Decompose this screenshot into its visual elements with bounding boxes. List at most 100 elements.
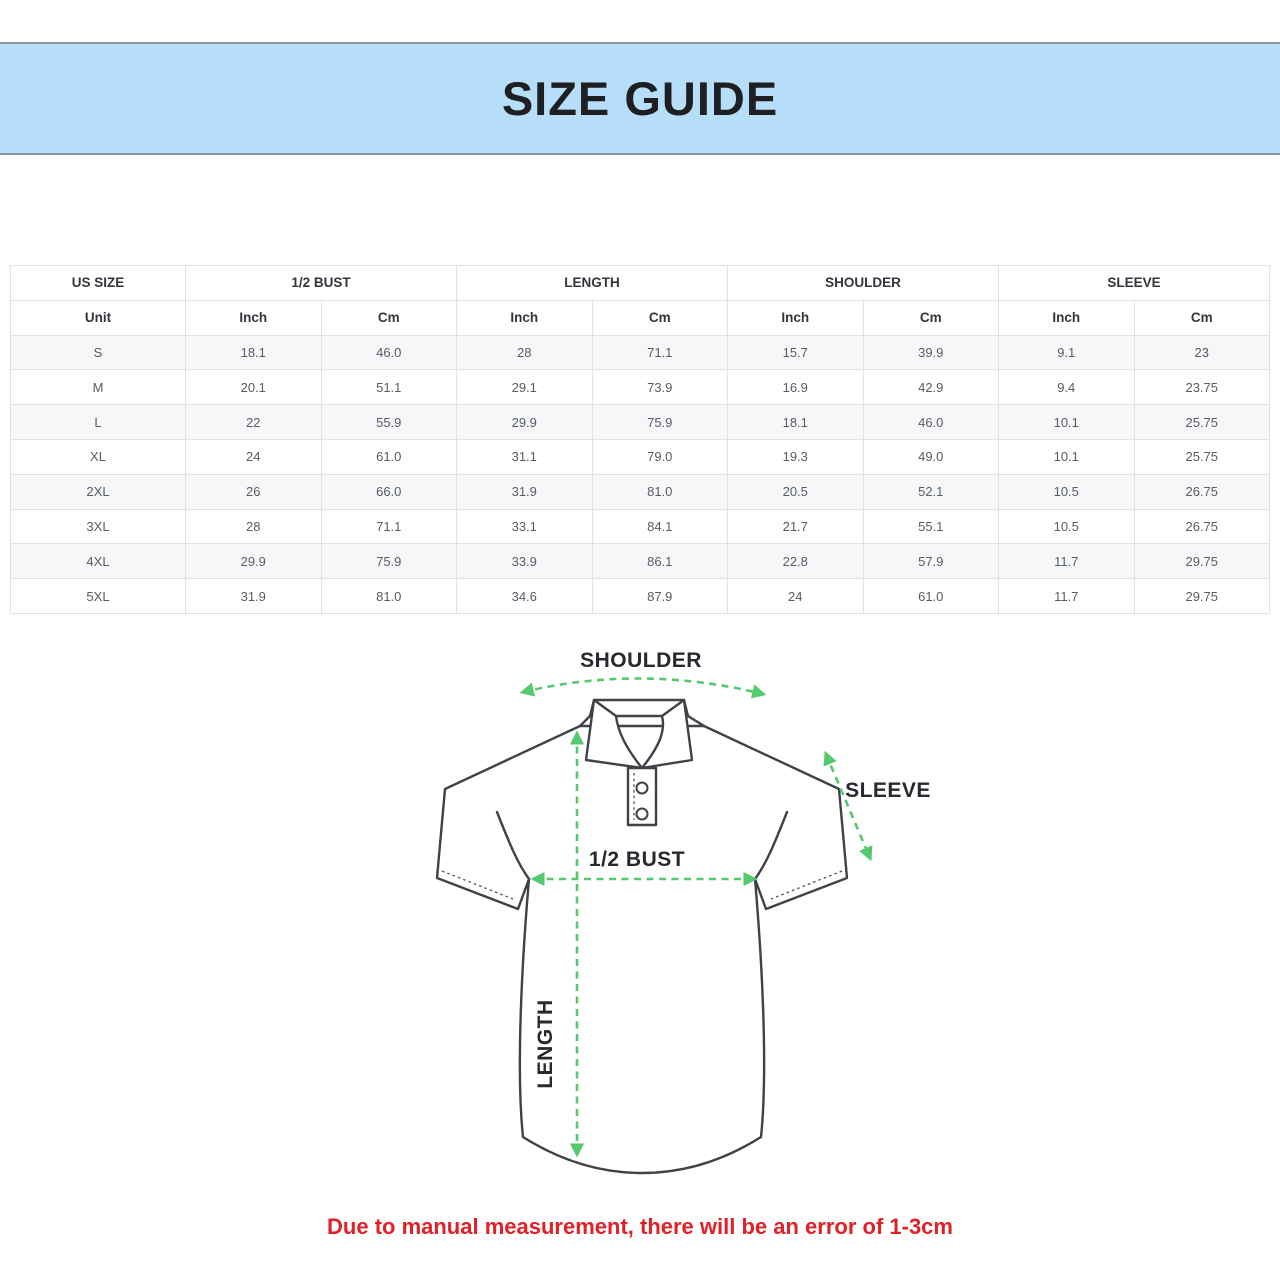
- measurement-cell: 25.75: [1133, 438, 1270, 475]
- table-row: S 18.1 46.0 28 71.1 15.7 39.9 9.1 23: [10, 334, 1270, 371]
- measurement-cell: 10.1: [998, 404, 1135, 440]
- measurement-cell: 11.7: [998, 543, 1135, 580]
- measurement-cell: 86.1: [591, 543, 728, 580]
- page-title: SIZE GUIDE: [501, 72, 779, 125]
- measurement-cell: 55.1: [862, 508, 999, 545]
- measurement-cell: 10.1: [998, 438, 1135, 475]
- measurement-cell: 10.5: [998, 473, 1135, 510]
- measurement-cell: 29.9: [456, 404, 593, 440]
- unit-header-cell: Cm: [591, 299, 728, 336]
- table-row: 5XL 31.9 81.0 34.6 87.9 24 61.0 11.7 29.75: [10, 578, 1270, 614]
- measurement-cell: 34.6: [456, 578, 593, 614]
- measurement-cell: 87.9: [591, 578, 728, 614]
- col-group-us-size: US SIZE: [10, 265, 186, 301]
- unit-header-cell: Cm: [862, 299, 999, 336]
- group-header-row: US SIZE 1/2 BUST LENGTH SHOULDER SLEEVE: [10, 265, 1270, 301]
- size-label-cell: XL: [10, 438, 186, 475]
- measurement-cell: 25.75: [1133, 404, 1270, 440]
- size-label-cell: 3XL: [10, 508, 186, 545]
- measurement-cell: 71.1: [591, 334, 728, 371]
- measurement-cell: 75.9: [320, 543, 457, 580]
- size-guide-banner: SIZE GUIDE: [0, 42, 1280, 155]
- measurement-cell: 22: [185, 404, 322, 440]
- table-row: 4XL 29.9 75.9 33.9 86.1 22.8 57.9 11.7 29.75: [10, 543, 1270, 580]
- unit-header-cell: Unit: [10, 299, 186, 336]
- measurement-cell: 20.1: [185, 369, 322, 406]
- shoulder-arrow: [519, 677, 767, 699]
- measurement-cell: 46.0: [862, 404, 999, 440]
- measurement-cell: 61.0: [862, 578, 999, 614]
- shoulder-label: SHOULDER: [580, 649, 702, 672]
- measurement-cell: 57.9: [862, 543, 999, 580]
- sleeve-label: SLEEVE: [845, 779, 930, 802]
- size-label-cell: S: [10, 334, 186, 371]
- measurement-cell: 79.0: [591, 438, 728, 475]
- measurement-cell: 26.75: [1133, 473, 1270, 510]
- measurement-cell: 73.9: [591, 369, 728, 406]
- stitch-lines: [441, 773, 843, 900]
- unit-header-cell: Inch: [998, 299, 1135, 336]
- size-label-cell: 5XL: [10, 578, 186, 614]
- measurement-cell: 81.0: [320, 578, 457, 614]
- measurement-diagram: SHOULDER SLEEVE 1/2 BUST LENGTH: [430, 640, 930, 1200]
- measurement-cell: 46.0: [320, 334, 457, 371]
- table-row: 2XL 26 66.0 31.9 81.0 20.5 52.1 10.5 26.75: [10, 473, 1270, 510]
- measurement-cell: 19.3: [727, 438, 864, 475]
- col-group-shoulder: SHOULDER: [727, 265, 999, 301]
- col-group-half-bust: 1/2 BUST: [185, 265, 457, 301]
- unit-header-cell: Inch: [456, 299, 593, 336]
- measurement-cell: 51.1: [320, 369, 457, 406]
- measurement-cell: 28: [185, 508, 322, 545]
- measurement-cell: 9.1: [998, 334, 1135, 371]
- measurement-cell: 31.1: [456, 438, 593, 475]
- measurement-cell: 49.0: [862, 438, 999, 475]
- measurement-cell: 11.7: [998, 578, 1135, 614]
- measurement-cell: 21.7: [727, 508, 864, 545]
- measurement-cell: 29.75: [1133, 578, 1270, 614]
- measurement-cell: 26.75: [1133, 508, 1270, 545]
- measurement-cell: 33.9: [456, 543, 593, 580]
- measurement-cell: 31.9: [456, 473, 593, 510]
- measurement-cell: 75.9: [591, 404, 728, 440]
- measurement-cell: 42.9: [862, 369, 999, 406]
- measurement-cell: 24: [727, 578, 864, 614]
- measurement-cell: 29.75: [1133, 543, 1270, 580]
- measurement-cell: 23.75: [1133, 369, 1270, 406]
- measurement-cell: 55.9: [320, 404, 457, 440]
- measurement-cell: 16.9: [727, 369, 864, 406]
- measurement-cell: 18.1: [727, 404, 864, 440]
- length-label: LENGTH: [534, 999, 557, 1088]
- table-row: M 20.1 51.1 29.1 73.9 16.9 42.9 9.4 23.75: [10, 369, 1270, 406]
- col-group-sleeve: SLEEVE: [998, 265, 1270, 301]
- col-group-length: LENGTH: [456, 265, 728, 301]
- unit-header-cell: Cm: [320, 299, 457, 336]
- measurement-cell: 23: [1133, 334, 1270, 371]
- table-row: XL 24 61.0 31.1 79.0 19.3 49.0 10.1 25.75: [10, 438, 1270, 475]
- measurement-cell: 15.7: [727, 334, 864, 371]
- half-bust-label: 1/2 BUST: [589, 848, 685, 871]
- size-table-head: US SIZE 1/2 BUST LENGTH SHOULDER SLEEVE …: [10, 265, 1270, 336]
- table-row: L 22 55.9 29.9 75.9 18.1 46.0 10.1 25.75: [10, 404, 1270, 440]
- size-label-cell: M: [10, 369, 186, 406]
- unit-header-cell: Cm: [1133, 299, 1270, 336]
- measurement-disclaimer: Due to manual measurement, there will be…: [327, 1214, 953, 1239]
- measurement-cell: 52.1: [862, 473, 999, 510]
- measurement-cell: 9.4: [998, 369, 1135, 406]
- sleeve-arrow: [823, 750, 873, 862]
- measurement-cell: 24: [185, 438, 322, 475]
- measurement-cell: 71.1: [320, 508, 457, 545]
- placket-buttons: [635, 781, 649, 821]
- measurement-cell: 26: [185, 473, 322, 510]
- measurement-cell: 39.9: [862, 334, 999, 371]
- measurement-arrows: [519, 677, 873, 1158]
- unit-header-row: Unit Inch Cm Inch Cm Inch Cm Inch Cm: [10, 299, 1270, 336]
- measurement-cell: 29.9: [185, 543, 322, 580]
- table-row: 3XL 28 71.1 33.1 84.1 21.7 55.1 10.5 26.75: [10, 508, 1270, 545]
- polo-shirt-diagram-svg: SHOULDER SLEEVE 1/2 BUST LENGTH: [435, 649, 930, 1175]
- measurement-cell: 33.1: [456, 508, 593, 545]
- size-label-cell: 4XL: [10, 543, 186, 580]
- size-label-cell: 2XL: [10, 473, 186, 510]
- polo-shirt-outline-icon: [435, 698, 849, 1175]
- measurement-cell: 20.5: [727, 473, 864, 510]
- measurement-cell: 61.0: [320, 438, 457, 475]
